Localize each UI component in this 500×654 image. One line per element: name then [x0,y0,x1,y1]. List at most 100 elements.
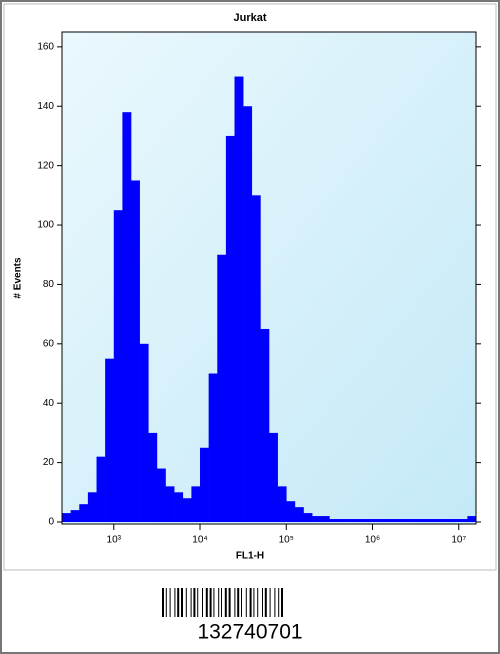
bar [208,373,218,522]
barcode-bar [197,588,199,617]
barcode-bar [249,588,252,617]
bar [450,519,460,522]
bar [191,486,201,522]
barcode-bar [257,588,259,617]
y-tick-label: 160 [37,41,54,52]
bar [174,492,184,522]
chart-title: Jurkat [233,12,266,24]
barcode-bar [193,588,196,617]
bar [113,210,123,522]
x-tick-label: 10³ [107,535,122,546]
bar [139,343,149,522]
bar [372,519,382,522]
barcode-number: 132740701 [197,621,302,644]
bar [355,519,365,522]
x-axis-label: FL1-H [236,551,264,562]
bar [389,519,399,522]
barcode-bar [274,588,276,617]
bar [234,76,244,522]
chart-frame [3,3,497,571]
barcode-bar [264,588,267,617]
bar [381,519,391,522]
y-tick-label: 0 [48,517,54,528]
barcode-bar [169,588,171,617]
bar [131,180,140,522]
y-tick-label: 120 [37,160,54,171]
bar [303,513,313,522]
bar [363,519,373,522]
y-tick-label: 40 [43,398,55,409]
barcode-bar [174,588,176,617]
bar [260,328,270,522]
bar [96,456,106,522]
barcode-bar [269,588,271,617]
barcode-bar [177,588,180,617]
bar [165,486,175,522]
barcode-bar [241,588,242,617]
barcode-bar [262,588,263,617]
barcode-bar [224,588,227,617]
bar [407,519,416,522]
bar [467,516,477,522]
barcode-bar [181,588,183,617]
bar [424,519,434,522]
x-tick-label: 10⁴ [192,535,207,546]
x-tick-label: 10⁷ [451,535,466,546]
barcode-bar [228,588,231,617]
bar [251,195,261,523]
bar [441,519,451,522]
barcode-bar [202,588,203,617]
barcode-bar [213,588,215,617]
bar [79,504,89,522]
barcode-bar [209,588,212,617]
y-axis-label: # Events [13,257,24,299]
x-tick-label: 10⁵ [279,535,294,546]
plot-border [61,31,477,525]
barcode-bar [205,588,208,617]
bar [182,498,192,522]
bar [286,501,296,522]
bar [122,112,132,522]
bar [329,519,339,522]
bar [432,519,442,522]
bar [320,516,330,522]
barcode-bar [245,588,247,617]
x-tick-label: 10⁶ [365,535,380,546]
y-tick-label: 100 [37,220,54,231]
bar [217,254,227,522]
bar [243,106,253,522]
bar [346,519,356,522]
y-tick-label: 140 [37,101,54,112]
y-tick-label: 60 [43,338,55,349]
bar [70,510,80,522]
barcode-bar [253,588,255,617]
barcode-bar [234,588,236,617]
bar [398,519,408,522]
barcode-bar [278,588,280,617]
bar [415,519,425,522]
bar [277,486,287,522]
y-tick-label: 80 [43,279,55,290]
barcode [162,588,283,617]
bar [294,507,304,522]
bar [62,513,71,522]
bar [225,135,235,522]
barcode-bar [281,588,283,617]
bar [87,492,97,522]
barcode-bar [190,588,192,617]
bar [156,468,166,522]
bar [312,516,322,522]
barcode-bar [221,588,222,617]
bar [148,432,158,522]
barcode-bar [218,588,220,617]
barcode-bar [162,588,164,617]
bar [105,358,115,522]
bar [338,519,347,522]
y-tick-label: 20 [43,457,55,468]
bar [269,432,278,522]
barcode-bar [165,588,167,617]
bar [200,447,209,522]
barcode-bar [185,588,187,617]
